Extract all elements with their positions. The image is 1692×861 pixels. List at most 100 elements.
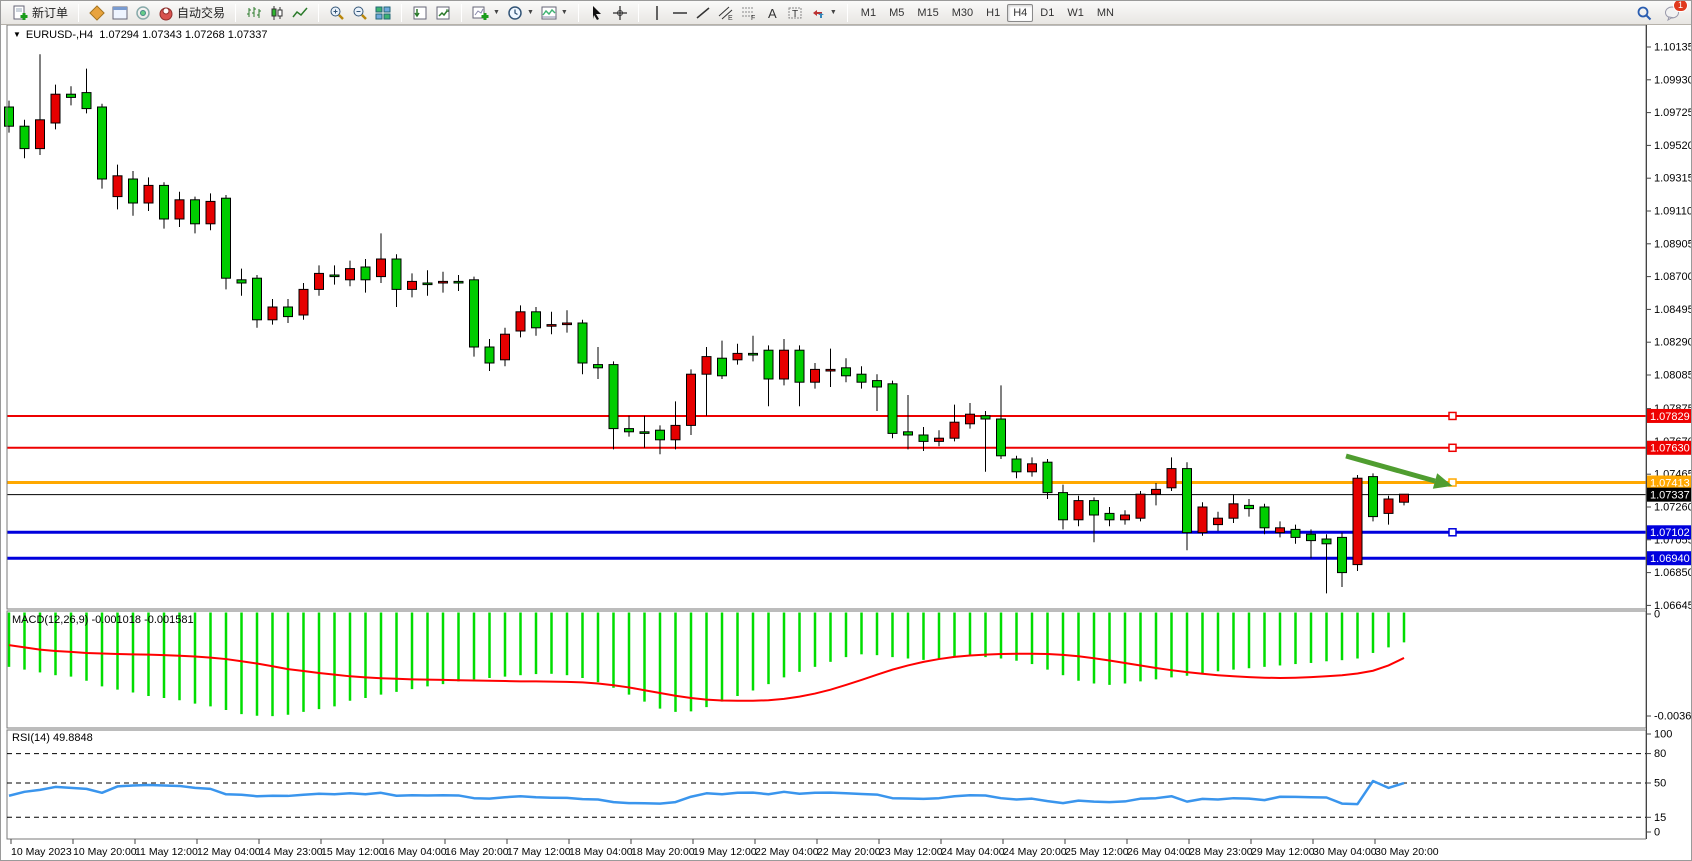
candle [856,373,867,383]
clock-icon [507,5,523,21]
timeframe-button-W1[interactable]: W1 [1067,6,1084,19]
time-tick-label: 30 May 20:00 [1375,846,1439,858]
candle [190,199,200,225]
toolbar-button-indicator-add[interactable]: ▼ [469,3,503,23]
toolbar-separator [235,3,237,22]
toolbar-button-new-order[interactable]: 新订单 [9,3,71,23]
toolbar-button-zoom-out[interactable] [349,3,371,23]
candle [1244,504,1254,510]
timeframe-button-M5[interactable]: M5 [889,6,905,19]
chevron-down-icon[interactable]: ▼ [526,9,534,16]
price-tick-label: 1.06850 [1654,567,1692,579]
hline-endpoint-handle[interactable] [1448,478,1457,487]
price-tag-label: 1.07413 [1650,477,1690,489]
svg-text:E: E [728,15,733,21]
toolbar-button-channel[interactable]: E [715,3,737,23]
candle [593,364,603,369]
candle [794,349,805,383]
time-tick-label: 22 May 04:00 [755,846,819,858]
chevron-down-icon[interactable]: ▼ [560,9,568,16]
candle [810,368,820,383]
chevron-down-icon[interactable]: ▼ [829,9,837,16]
trendline-icon [695,5,711,21]
toolbar-button-bars[interactable] [243,3,265,23]
candle [639,431,650,434]
toolbar-button-linechart[interactable] [289,3,311,23]
toolbar-button-trendline[interactable] [692,3,714,23]
candle [608,364,619,430]
price-tick-label: 1.09315 [1654,173,1692,185]
toolbar-button-history[interactable] [86,3,108,23]
time-tick-label: 30 May 04:00 [1313,846,1377,858]
price-tag [1647,408,1691,423]
toolbar-button-candles[interactable] [266,3,288,23]
hline-endpoint-handle[interactable] [1448,443,1457,453]
candle [577,322,588,364]
time-tick-label: 16 May 04:00 [383,846,447,858]
toolbar-button-fibo[interactable]: F [738,3,760,23]
timeframe-button-D1[interactable]: D1 [1040,6,1055,19]
chart-canvas[interactable]: 1.10135 1.09930 1.09725 1.09520 1.09315 1.091… [1,25,1692,861]
candle [763,349,774,380]
timeframe-button-H1[interactable]: H1 [986,6,1001,19]
chart-area[interactable]: 1.10135 1.09930 1.09725 1.09520 1.09315 1.091… [1,25,1692,861]
toolbar-button-arrange-k[interactable] [432,3,454,23]
timeframe-button-M1[interactable]: M1 [860,6,877,19]
chevron-down-icon[interactable]: ▼ [493,9,500,16]
toolbar-button-signal[interactable] [132,3,154,23]
candle [1321,538,1332,545]
toolbar-button-autotrade[interactable]: 自动交易 [155,3,228,23]
candle [1383,498,1394,514]
notification-badge: 1 [1672,1,1688,12]
toolbar-button-search[interactable] [1633,3,1655,23]
price-tick-label: 1.08700 [1654,271,1692,283]
arrow-annotation[interactable] [1345,453,1436,484]
price-tag [1647,475,1691,490]
zoom-in-icon [329,5,345,21]
toolbar-button-vline[interactable] [646,3,668,23]
time-tick-label: 29 May 12:00 [1251,846,1315,858]
arrow-annotation-head[interactable] [1432,473,1453,489]
toolbar-button-arrows[interactable]: ▼ [807,3,840,23]
timeframe-button-M30[interactable]: M30 [951,6,974,19]
chart-background [1,25,1691,860]
time-tick-label: 16 May 20:00 [445,846,509,858]
time-tick-label: 23 May 12:00 [879,846,943,858]
toolbar-separator [78,3,80,22]
toolbar-button-template[interactable]: ▼ [538,3,571,23]
toolbar-button-text[interactable]: A [761,3,783,23]
toolbar-button-cursor[interactable] [586,3,608,23]
price-tick-label: 1.06645 [1654,600,1692,612]
candle [980,415,991,420]
rsi-axis-label: 80 [1654,748,1666,760]
hline-endpoint-handle[interactable] [1448,528,1457,537]
toolbar-button-crosshair[interactable] [609,3,631,23]
candle [1011,458,1022,473]
svg-text:T: T [792,9,798,20]
toolbar-button-tile[interactable] [372,3,394,23]
label-icon: T [787,5,803,21]
candle [1166,468,1177,489]
candle [949,421,960,439]
time-tick-label: 24 May 04:00 [941,846,1005,858]
timeframe-button-H4[interactable]: H4 [1007,3,1034,22]
toolbar-button-clock[interactable]: ▼ [504,3,537,23]
timeframe-button-MN[interactable]: MN [1096,6,1114,19]
toolbar-group-objects: E F A T ▼ [642,3,844,23]
time-axis[interactable] [1,841,1692,861]
autotrade-icon [158,5,174,21]
candle [236,279,247,284]
toolbar-button-label[interactable]: T [784,3,806,23]
candle [143,184,154,204]
candle [221,197,231,279]
time-tick-label: 10 May 2023 [11,846,72,858]
time-tick-label: 28 May 23:00 [1189,846,1253,858]
hline-endpoint-handle[interactable] [1448,411,1457,421]
toolbar-button-zoom-in[interactable] [326,3,348,23]
toolbar-button-window[interactable] [109,3,131,23]
toolbar-button-chat[interactable]: 1 [1661,1,1688,23]
toolbar-button-hline[interactable] [669,3,691,23]
toolbar-button-arrange-v[interactable] [409,3,431,23]
timeframe-button-M15[interactable]: M15 [917,6,939,19]
